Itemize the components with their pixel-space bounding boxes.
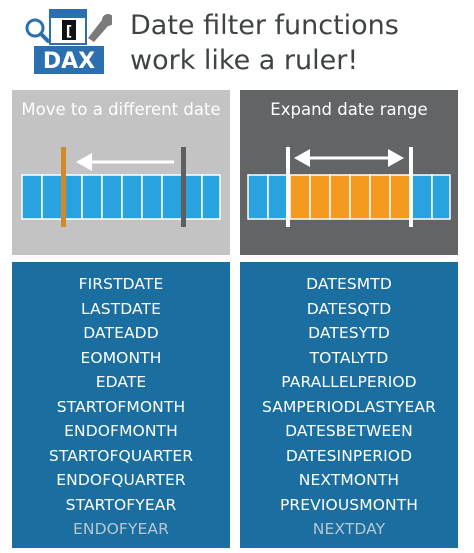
- wrench-icon: [88, 14, 112, 42]
- header: [ DAX Date filter functions work like a …: [0, 0, 474, 88]
- function-item: DATESMTD: [306, 275, 392, 293]
- function-item: DATESQTD: [306, 299, 392, 318]
- function-item: ENDOFQUARTER: [56, 471, 186, 489]
- expand-range-panel: Expand date range: [240, 90, 458, 255]
- svg-text:[: [: [66, 24, 72, 40]
- function-item: DATESINPERIOD: [285, 446, 413, 465]
- function-item: PARALLELPERIOD: [281, 373, 417, 391]
- dax-logo: [ DAX: [22, 8, 112, 76]
- double-arrow-icon: [294, 149, 404, 167]
- logo-text: DAX: [43, 49, 95, 74]
- range-end-marker: [409, 147, 413, 227]
- function-item: NEXTDAY: [312, 520, 386, 538]
- function-item: DATESBETWEEN: [285, 422, 413, 440]
- arrow-left-icon: [76, 153, 174, 171]
- ruler-cells-right: [247, 174, 451, 220]
- move-functions-list: FIRSTDATE LASTDATE DATEADD EOMONTH EDATE STAR…: [12, 262, 230, 548]
- function-item: FIRSTDATE: [78, 275, 164, 293]
- function-item: EDATE: [95, 373, 147, 391]
- range-functions-list: DATESMTD DATESQTD DATESYTD TOTALYTD PARALLEL…: [240, 262, 458, 548]
- function-item: SAMPERIODLASTYEAR: [262, 397, 436, 416]
- new-date-marker: [61, 147, 66, 227]
- ruler-cells-left: [21, 174, 221, 220]
- function-item: LASTDATE: [80, 299, 162, 318]
- function-item: STARTOFQUARTER: [48, 446, 194, 465]
- function-item: STARTOFYEAR: [65, 495, 177, 514]
- function-item: STARTOFMONTH: [56, 397, 186, 416]
- function-item: EOMONTH: [80, 348, 162, 367]
- function-item: DATEADD: [83, 324, 159, 342]
- page-title: Date filter functions work like a ruler!: [130, 10, 399, 76]
- magnifier-icon: [25, 18, 50, 43]
- calendar-icon: [: [49, 9, 87, 45]
- function-item: PREVIOUSMONTH: [279, 495, 419, 514]
- function-item: ENDOFMONTH: [64, 422, 178, 440]
- function-item: TOTALYTD: [309, 348, 389, 367]
- panel-title-move: Move to a different date: [21, 100, 221, 119]
- move-date-panel: Move to a different date: [12, 90, 230, 255]
- old-date-marker: [181, 147, 186, 227]
- function-item: ENDOFYEAR: [73, 520, 169, 538]
- panel-title-expand: Expand date range: [270, 100, 428, 119]
- range-start-marker: [286, 147, 290, 227]
- function-item: NEXTMONTH: [298, 471, 400, 489]
- function-item: DATESYTD: [308, 324, 390, 342]
